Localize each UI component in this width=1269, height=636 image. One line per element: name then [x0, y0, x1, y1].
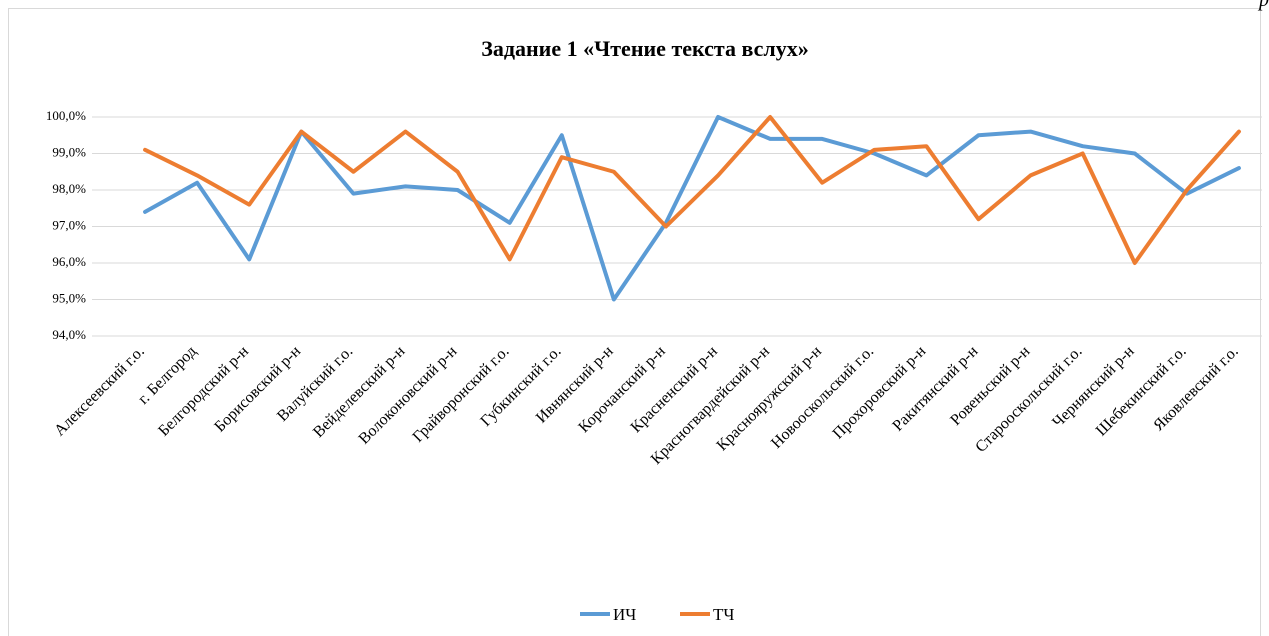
- y-tick-label: 95,0%: [52, 290, 86, 305]
- chart-title: Задание 1 «Чтение текста вслух»: [481, 36, 809, 61]
- annotation: р: [1257, 0, 1269, 11]
- series-line: [143, 115, 1241, 302]
- x-tick-label: Новооскольский г.о.: [768, 343, 877, 452]
- y-tick-label: 97,0%: [52, 217, 86, 232]
- x-tick-label: Корочанский р-н: [575, 342, 669, 436]
- x-tick-label: Вейделевский р-н: [310, 342, 409, 441]
- chart-frame: [8, 8, 1261, 636]
- y-tick-label: 100,0%: [46, 108, 86, 123]
- x-tick-label: Алексеевский г.о.: [51, 343, 148, 440]
- y-tick-label: 99,0%: [52, 144, 86, 159]
- x-tick-label: Волоконовский р-н: [356, 343, 461, 448]
- x-tick-label: Грайворонский г.о.: [410, 343, 513, 446]
- y-tick-label: 98,0%: [52, 181, 86, 196]
- y-tick-label: 96,0%: [52, 254, 86, 269]
- legend-label: ТЧ: [713, 605, 734, 624]
- x-tick-label: Шебекинский г.о.: [1093, 343, 1190, 440]
- legend-label: ИЧ: [613, 605, 636, 624]
- series-line: [143, 115, 1241, 265]
- x-tick-label: Белгородский р-н: [155, 343, 252, 440]
- x-tick-label: Прохоровский р-н: [830, 343, 930, 443]
- x-tick-label: Красненский р-н: [628, 343, 722, 437]
- y-tick-label: 94,0%: [52, 327, 86, 342]
